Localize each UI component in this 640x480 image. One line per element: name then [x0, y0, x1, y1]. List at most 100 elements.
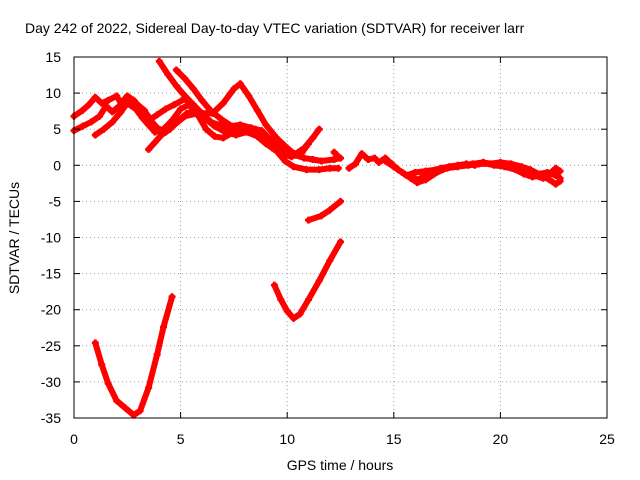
x-tick-label: 10 [279, 431, 295, 447]
data-point [113, 397, 121, 405]
data-point [96, 112, 104, 120]
data-point [273, 134, 281, 142]
data-point [245, 92, 253, 100]
data-point [172, 66, 180, 74]
data-point [211, 122, 219, 130]
data-point [315, 277, 323, 285]
x-tick-label: 20 [493, 431, 509, 447]
data-point [326, 206, 334, 214]
data-point [305, 140, 313, 148]
data-point [317, 212, 325, 220]
data-point [535, 170, 543, 178]
data-point [287, 153, 295, 161]
data-point [302, 166, 310, 174]
data-point [556, 174, 564, 182]
data-point [545, 176, 553, 184]
data-point [166, 125, 174, 133]
data-point [390, 163, 398, 171]
data-point [296, 310, 304, 318]
data-point [464, 161, 472, 169]
x-tick-label: 0 [70, 431, 78, 447]
data-point [85, 101, 93, 109]
data-point [104, 379, 112, 387]
data-point [496, 158, 504, 166]
data-point [183, 109, 191, 117]
data-point [189, 85, 197, 93]
data-point [290, 163, 298, 171]
data-point [181, 92, 189, 100]
data-point [164, 70, 172, 78]
data-point [168, 293, 176, 301]
data-point [117, 108, 125, 116]
data-point [153, 111, 161, 119]
data-point [315, 166, 323, 174]
data-point [200, 114, 208, 122]
data-point [217, 115, 225, 123]
data-point [238, 124, 246, 132]
data-point [507, 160, 515, 168]
data-point [140, 106, 148, 114]
y-tick-label: -15 [41, 266, 61, 282]
y-tick-label: 10 [45, 85, 61, 101]
data-point [309, 156, 317, 164]
y-tick-label: -20 [41, 302, 61, 318]
data-point [87, 118, 95, 126]
data-point [270, 281, 278, 289]
data-point [403, 171, 411, 179]
data-point [98, 361, 106, 369]
y-tick-label: -35 [41, 410, 61, 426]
data-point [300, 154, 308, 162]
data-point [123, 99, 131, 107]
data-point [236, 80, 244, 88]
data-point [290, 314, 298, 322]
x-tick-label: 25 [599, 431, 615, 447]
x-tick-label: 5 [177, 431, 185, 447]
data-point [520, 170, 528, 178]
data-point [330, 148, 338, 156]
data-point [130, 411, 138, 419]
chart-title: Day 242 of 2022, Sidereal Day-to-day VTE… [25, 20, 525, 36]
y-tick-label: 15 [45, 49, 61, 65]
data-point [219, 99, 227, 107]
data-point [552, 171, 560, 179]
data-point [358, 150, 366, 158]
data-point [552, 164, 560, 172]
y-tick-label: -5 [49, 193, 62, 209]
data-point [526, 166, 534, 174]
data-point [98, 99, 106, 107]
data-point [145, 121, 153, 129]
data-point [162, 105, 170, 113]
data-point [243, 128, 251, 136]
data-point [258, 127, 266, 135]
data-point [277, 296, 285, 304]
data-point [138, 114, 146, 122]
data-point [174, 117, 182, 125]
data-point [298, 148, 306, 156]
x-axis-label: GPS time / hours [287, 457, 394, 473]
data-point [422, 176, 430, 184]
data-point [262, 140, 270, 148]
data-point [145, 384, 153, 392]
data-point [381, 157, 389, 165]
data-point [232, 131, 240, 139]
data-point [454, 163, 462, 171]
series-arc-13 [92, 293, 176, 419]
data-point [305, 296, 313, 304]
data-point [411, 169, 419, 177]
data-point [157, 131, 165, 139]
data-point [266, 135, 274, 143]
data-point [121, 404, 129, 412]
data-point [132, 105, 140, 113]
data-point [334, 153, 342, 161]
ticks: 0 5 10 15 20 25 15 10 5 0 -5 -10 -15 -20 -25 -30 -35 [41, 49, 615, 447]
data-point [202, 125, 210, 133]
data-point [79, 122, 87, 130]
data-point [177, 105, 185, 113]
data-point [181, 75, 189, 83]
data-point [153, 350, 161, 358]
data-point [432, 166, 440, 174]
series-layer [70, 57, 564, 419]
data-point [79, 106, 87, 114]
